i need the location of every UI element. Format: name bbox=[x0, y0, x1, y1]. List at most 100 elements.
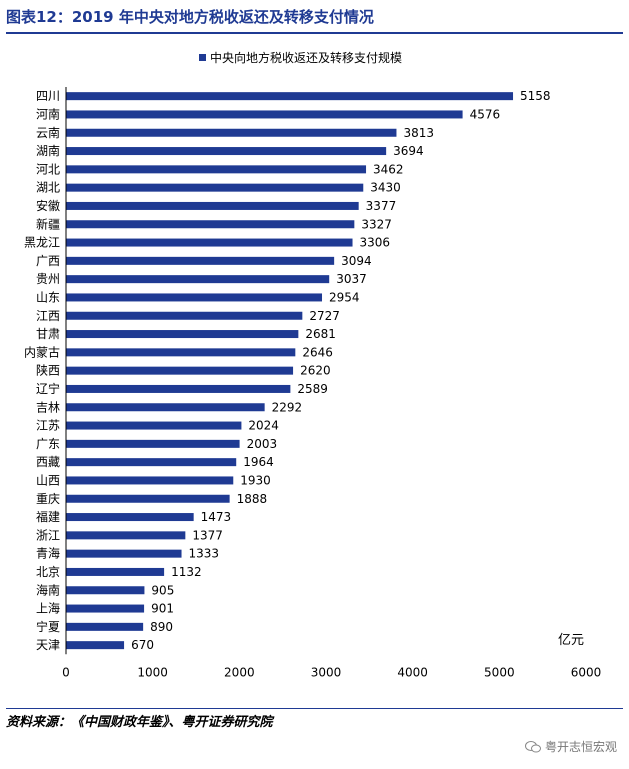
value-label: 3694 bbox=[393, 144, 424, 158]
bar-13 bbox=[66, 330, 299, 339]
category-label: 辽宁 bbox=[36, 381, 60, 396]
bar-0 bbox=[66, 92, 514, 101]
bar-20 bbox=[66, 458, 237, 467]
category-label: 江苏 bbox=[36, 419, 60, 433]
figure-title: 图表12：2019 年中央对地方税收返还及转移支付情况 bbox=[6, 4, 623, 34]
value-label: 3430 bbox=[370, 181, 401, 195]
category-label: 四川 bbox=[36, 89, 60, 103]
category-label: 广东 bbox=[36, 437, 60, 451]
value-label: 2003 bbox=[247, 437, 278, 451]
bar-5 bbox=[66, 183, 364, 192]
value-label: 1888 bbox=[237, 492, 268, 506]
category-label: 黑龙江 bbox=[24, 236, 60, 250]
bar-6 bbox=[66, 201, 359, 210]
bar-2 bbox=[66, 128, 397, 137]
bar-18 bbox=[66, 421, 242, 430]
value-label: 3813 bbox=[403, 126, 434, 140]
bar-23 bbox=[66, 513, 194, 522]
bar-4 bbox=[66, 165, 367, 174]
x-tick-label: 5000 bbox=[484, 665, 515, 679]
bars-group bbox=[66, 92, 514, 650]
bar-1 bbox=[66, 110, 463, 119]
bar-8 bbox=[66, 238, 353, 247]
bar-3 bbox=[66, 147, 387, 156]
category-labels: 四川河南云南湖南河北湖北安徽新疆黑龙江广西贵州山东江西甘肃内蒙古陕西辽宁吉林江苏… bbox=[24, 89, 60, 652]
unit-label: 亿元 bbox=[558, 633, 584, 648]
category-label: 吉林 bbox=[36, 400, 60, 414]
category-label: 宁夏 bbox=[36, 619, 60, 634]
value-label: 3377 bbox=[366, 199, 397, 213]
value-label: 2646 bbox=[302, 345, 333, 359]
value-label: 2292 bbox=[272, 400, 303, 414]
category-label: 甘肃 bbox=[36, 327, 60, 341]
category-label: 西藏 bbox=[36, 455, 60, 469]
x-tick-label: 3000 bbox=[311, 665, 342, 679]
value-label: 890 bbox=[150, 620, 173, 634]
category-label: 内蒙古 bbox=[24, 344, 60, 359]
value-label: 2954 bbox=[329, 290, 360, 304]
category-label: 青海 bbox=[36, 546, 60, 561]
bar-10 bbox=[66, 275, 330, 284]
bar-21 bbox=[66, 476, 234, 485]
x-tick-label: 0 bbox=[62, 665, 70, 679]
bar-14 bbox=[66, 348, 296, 357]
value-label: 901 bbox=[151, 602, 174, 616]
x-tick-label: 6000 bbox=[571, 665, 602, 679]
bar-17 bbox=[66, 403, 265, 412]
category-label: 云南 bbox=[36, 125, 60, 140]
value-label: 905 bbox=[151, 583, 174, 597]
x-axis-ticks: 0 1000 2000 3000 4000 5000 6000 bbox=[62, 665, 601, 679]
category-label: 重庆 bbox=[36, 492, 60, 506]
value-label: 3094 bbox=[341, 254, 372, 268]
bar-chart: 中央向地方税收返还及转移支付规模 四川河南云南湖南河北湖北安徽新疆黑龙江广西贵州… bbox=[24, 50, 601, 679]
category-label: 天津 bbox=[36, 638, 60, 652]
bar-30 bbox=[66, 641, 125, 650]
value-label: 3327 bbox=[361, 217, 392, 231]
bar-28 bbox=[66, 604, 145, 613]
bar-25 bbox=[66, 549, 182, 558]
watermark-text: 粤开志恒宏观 bbox=[544, 740, 617, 754]
value-label: 2620 bbox=[300, 364, 331, 378]
bar-15 bbox=[66, 366, 294, 375]
category-label: 广西 bbox=[36, 254, 60, 268]
value-label: 1930 bbox=[240, 473, 271, 487]
category-label: 安徽 bbox=[36, 198, 60, 213]
bar-11 bbox=[66, 293, 323, 302]
bar-12 bbox=[66, 311, 303, 320]
value-label: 2589 bbox=[297, 382, 328, 396]
value-label: 4576 bbox=[470, 107, 501, 121]
value-label: 2681 bbox=[305, 327, 336, 341]
bar-9 bbox=[66, 256, 335, 265]
value-label: 3037 bbox=[336, 272, 367, 286]
bar-19 bbox=[66, 439, 240, 448]
value-labels: 5158 4576 3813 3694 3462 3430 3377 3327 3306 3094… bbox=[131, 89, 551, 652]
value-label: 1377 bbox=[192, 528, 223, 542]
value-label: 2727 bbox=[309, 309, 340, 323]
category-label: 山东 bbox=[36, 290, 60, 304]
bar-26 bbox=[66, 567, 165, 576]
category-label: 河北 bbox=[36, 162, 60, 176]
category-label: 陕西 bbox=[36, 363, 60, 378]
value-label: 1964 bbox=[243, 455, 274, 469]
category-label: 海南 bbox=[36, 582, 60, 597]
category-label: 福建 bbox=[36, 509, 60, 524]
category-label: 上海 bbox=[36, 601, 60, 616]
category-label: 山西 bbox=[36, 473, 60, 487]
x-tick-label: 2000 bbox=[224, 665, 255, 679]
value-label: 5158 bbox=[520, 89, 551, 103]
wechat-icon bbox=[524, 740, 541, 752]
category-label: 新疆 bbox=[36, 216, 60, 231]
bar-27 bbox=[66, 586, 145, 595]
x-tick-label: 1000 bbox=[137, 665, 168, 679]
bar-24 bbox=[66, 531, 186, 540]
x-tick-label: 4000 bbox=[397, 665, 428, 679]
value-label: 1333 bbox=[189, 547, 220, 561]
bar-16 bbox=[66, 384, 291, 393]
category-label: 江西 bbox=[36, 309, 60, 323]
legend-label: 中央向地方税收返还及转移支付规模 bbox=[210, 50, 402, 65]
category-label: 河南 bbox=[36, 106, 60, 121]
bar-29 bbox=[66, 622, 144, 631]
legend-swatch bbox=[199, 54, 206, 61]
value-label: 3306 bbox=[360, 236, 391, 250]
bar-22 bbox=[66, 494, 230, 503]
